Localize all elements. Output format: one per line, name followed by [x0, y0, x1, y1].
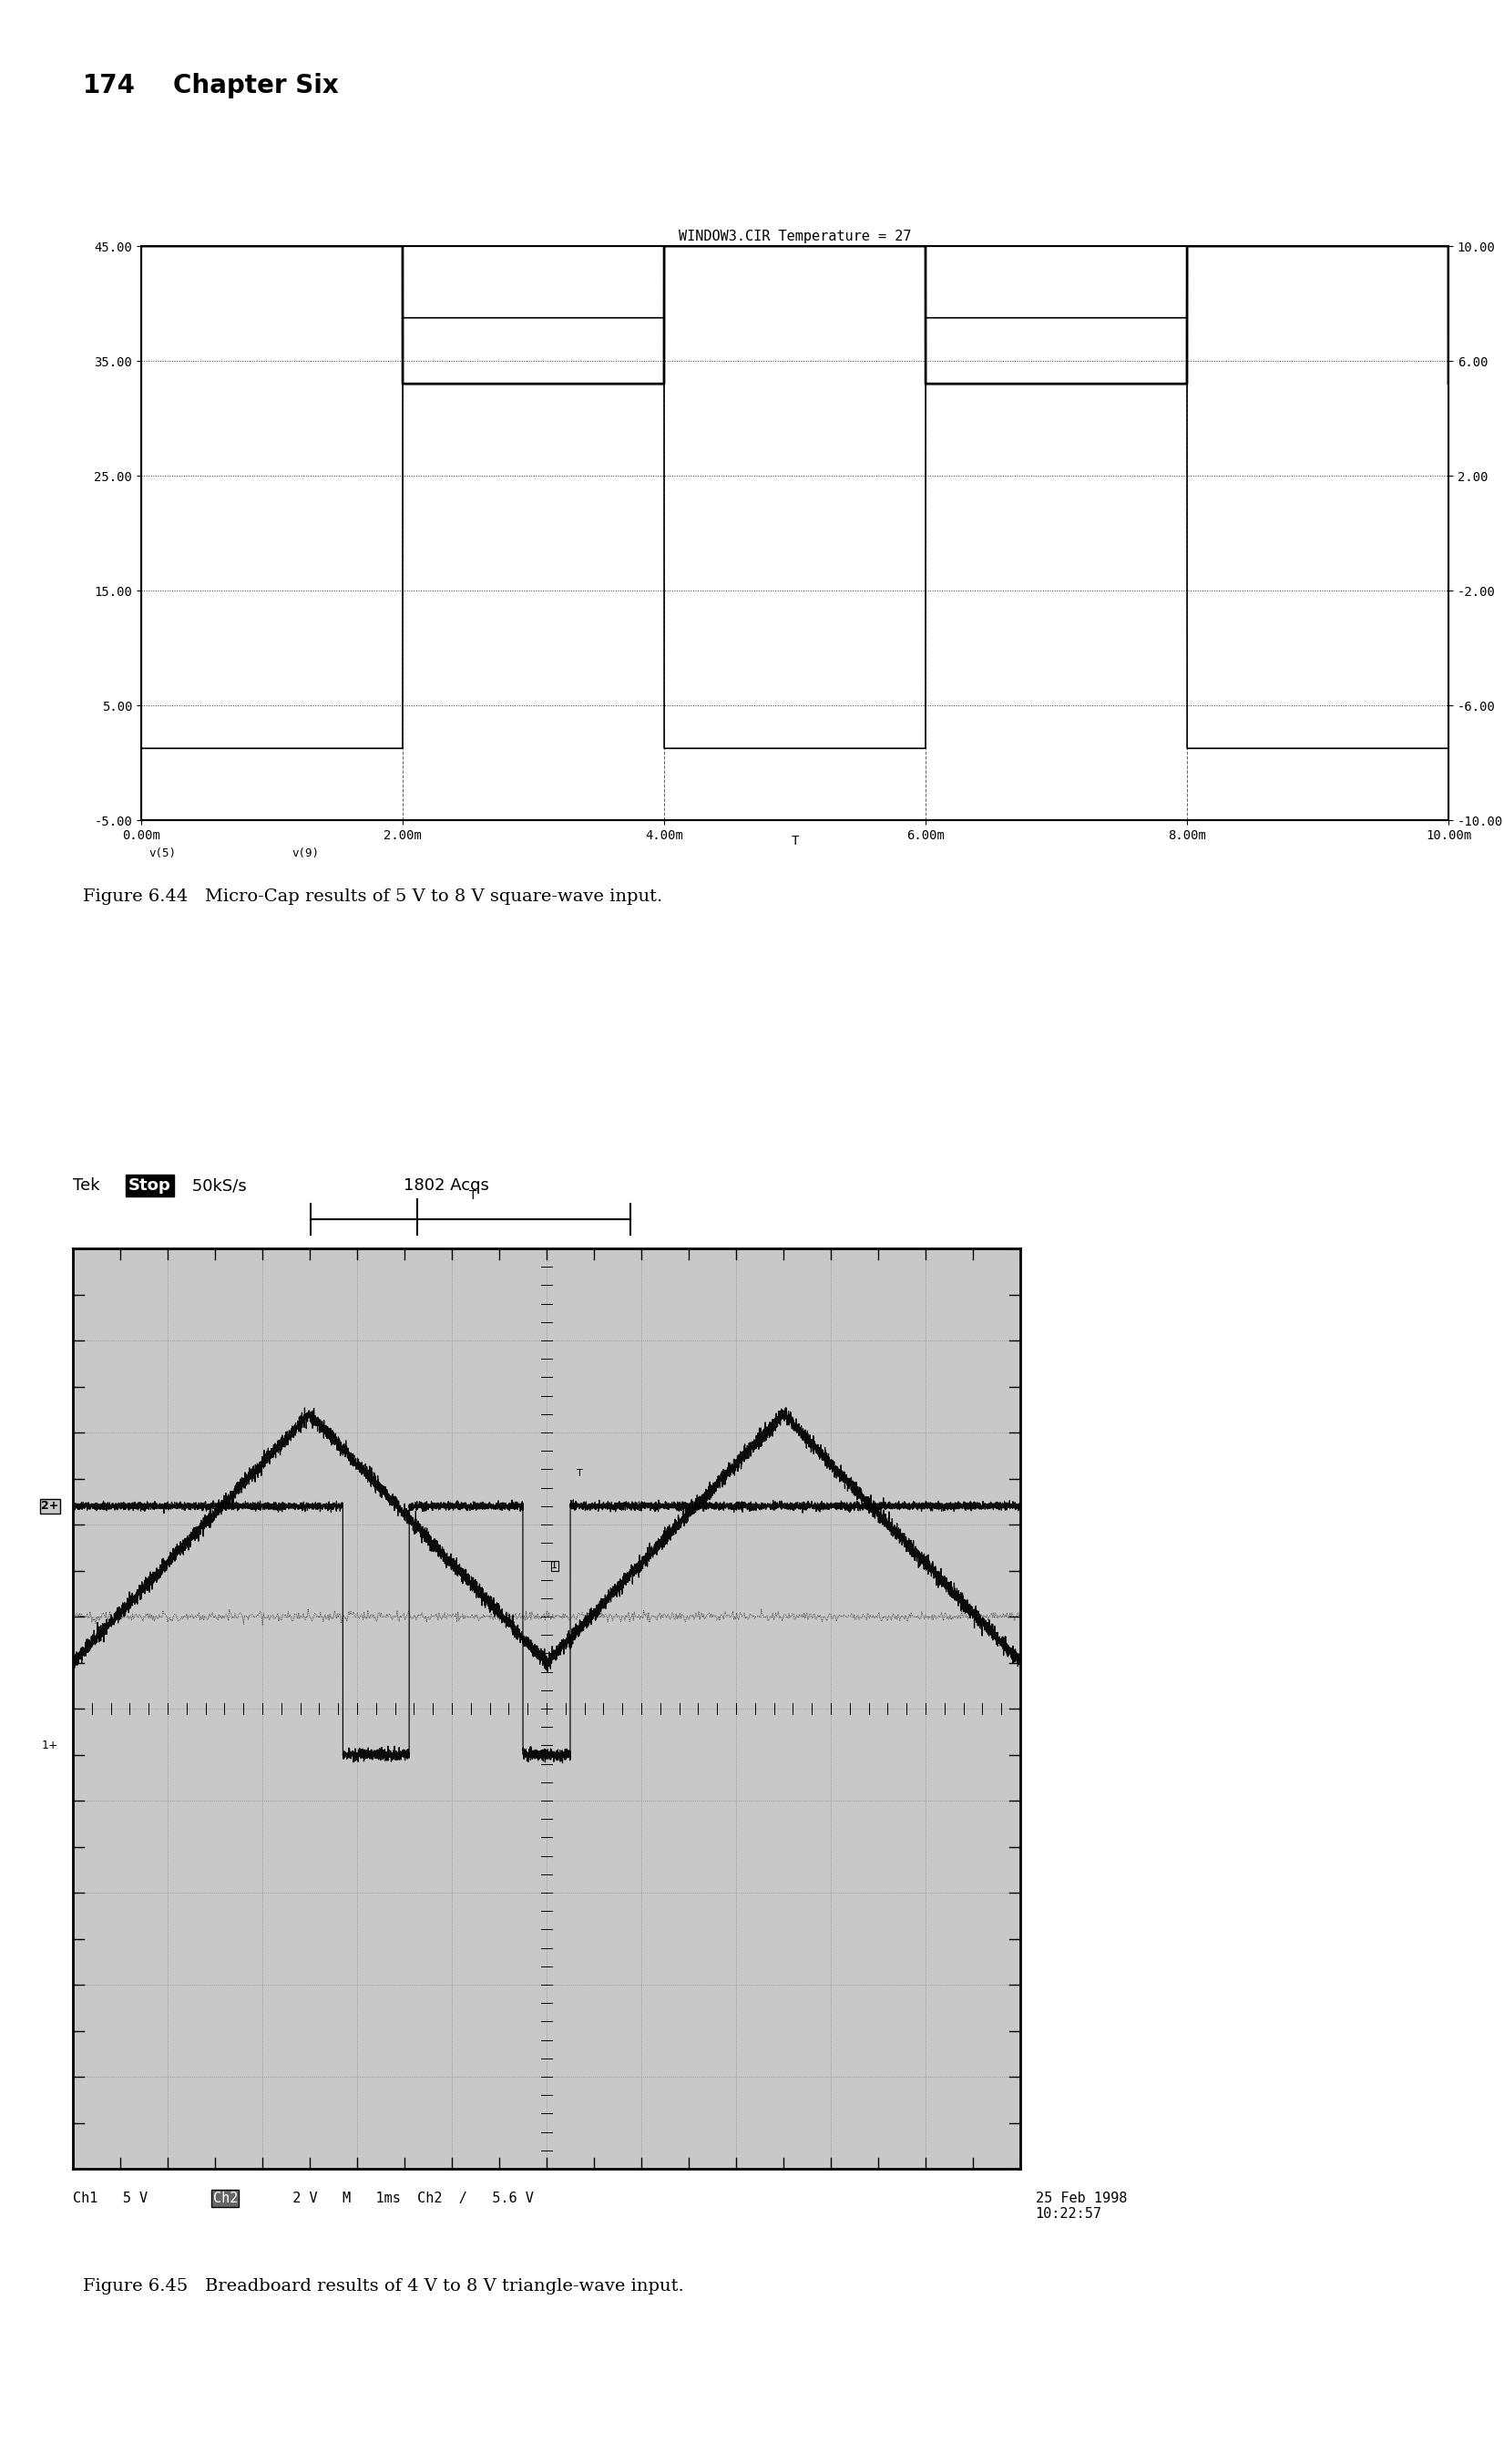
Text: T: T [576, 1469, 584, 1478]
Text: Tek: Tek [72, 1178, 105, 1193]
Text: 50kS/s: 50kS/s [186, 1178, 247, 1193]
Text: 1+: 1+ [42, 1740, 59, 1752]
Text: 1: 1 [552, 1562, 558, 1570]
Text: Ch2: Ch2 [212, 2190, 238, 2205]
Text: 1802 Acqs: 1802 Acqs [403, 1178, 489, 1193]
Title: WINDOW3.CIR Temperature = 27: WINDOW3.CIR Temperature = 27 [678, 229, 911, 244]
Text: Figure 6.44   Micro-Cap results of 5 V to 8 V square-wave input.: Figure 6.44 Micro-Cap results of 5 V to … [83, 890, 662, 904]
Text: T: T [469, 1188, 477, 1202]
Text: v(5): v(5) [149, 848, 176, 860]
Text: 25 Feb 1998
10:22:57: 25 Feb 1998 10:22:57 [1035, 2190, 1126, 2220]
Text: 2 V   M   1ms  Ch2  /   5.6 V: 2 V M 1ms Ch2 / 5.6 V [275, 2190, 534, 2205]
Text: Stop: Stop [128, 1178, 171, 1193]
Text: Ch1   5 V: Ch1 5 V [72, 2190, 164, 2205]
Text: Chapter Six: Chapter Six [173, 74, 338, 99]
Text: T: T [791, 835, 799, 848]
Text: Figure 6.45   Breadboard results of 4 V to 8 V triangle-wave input.: Figure 6.45 Breadboard results of 4 V to… [83, 2279, 684, 2294]
Text: 174: 174 [83, 74, 135, 99]
Text: v(9): v(9) [292, 848, 319, 860]
Text: 2+: 2+ [41, 1501, 59, 1513]
